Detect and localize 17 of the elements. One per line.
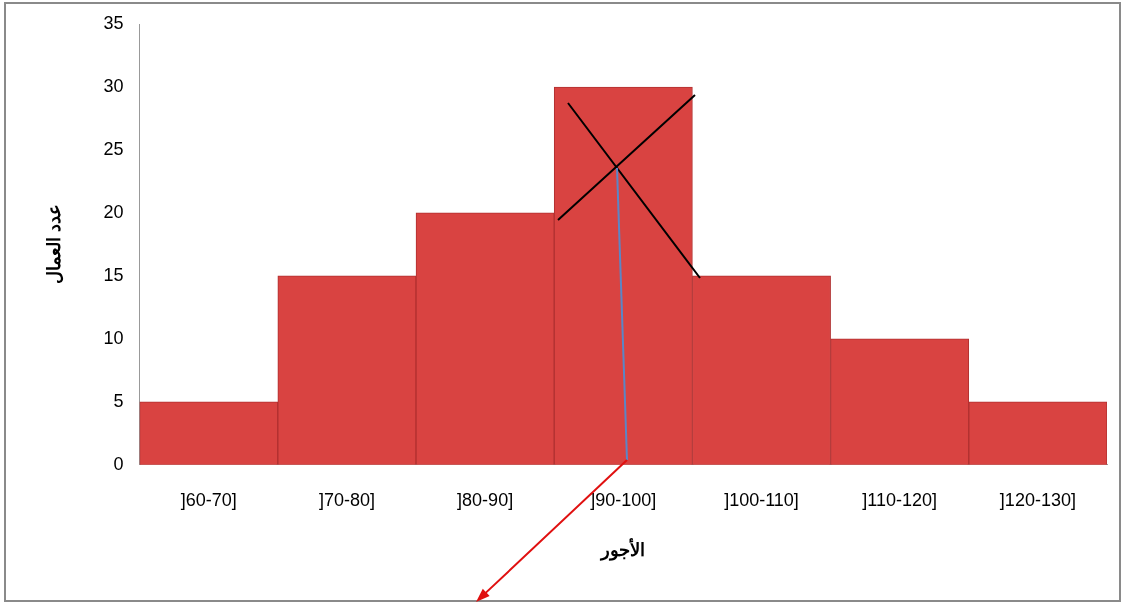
x-tick-label: ]70-80] bbox=[318, 489, 375, 510]
y-tick-label: 35 bbox=[103, 12, 124, 33]
x-tick-label: ]90-100] bbox=[590, 489, 657, 510]
x-tick-label: ]80-90] bbox=[457, 489, 514, 510]
y-tick-label: 0 bbox=[113, 453, 124, 474]
y-tick-label: 10 bbox=[103, 327, 124, 348]
y-tick-label: 25 bbox=[103, 138, 124, 159]
x-axis-title: الأجور bbox=[599, 538, 646, 562]
x-tick-label: ]100-110] bbox=[724, 489, 799, 510]
y-tick-label: 20 bbox=[103, 201, 124, 222]
y-tick-label: 30 bbox=[103, 75, 124, 96]
y-axis-title: عدد العمال bbox=[43, 204, 64, 285]
y-tick-label: 15 bbox=[103, 264, 124, 285]
x-tick-label: ]110-120] bbox=[862, 489, 938, 510]
x-tick-label: ]120-130] bbox=[999, 489, 1076, 510]
x-tick-label: ]60-70] bbox=[180, 489, 237, 510]
y-tick-label: 5 bbox=[113, 390, 124, 411]
